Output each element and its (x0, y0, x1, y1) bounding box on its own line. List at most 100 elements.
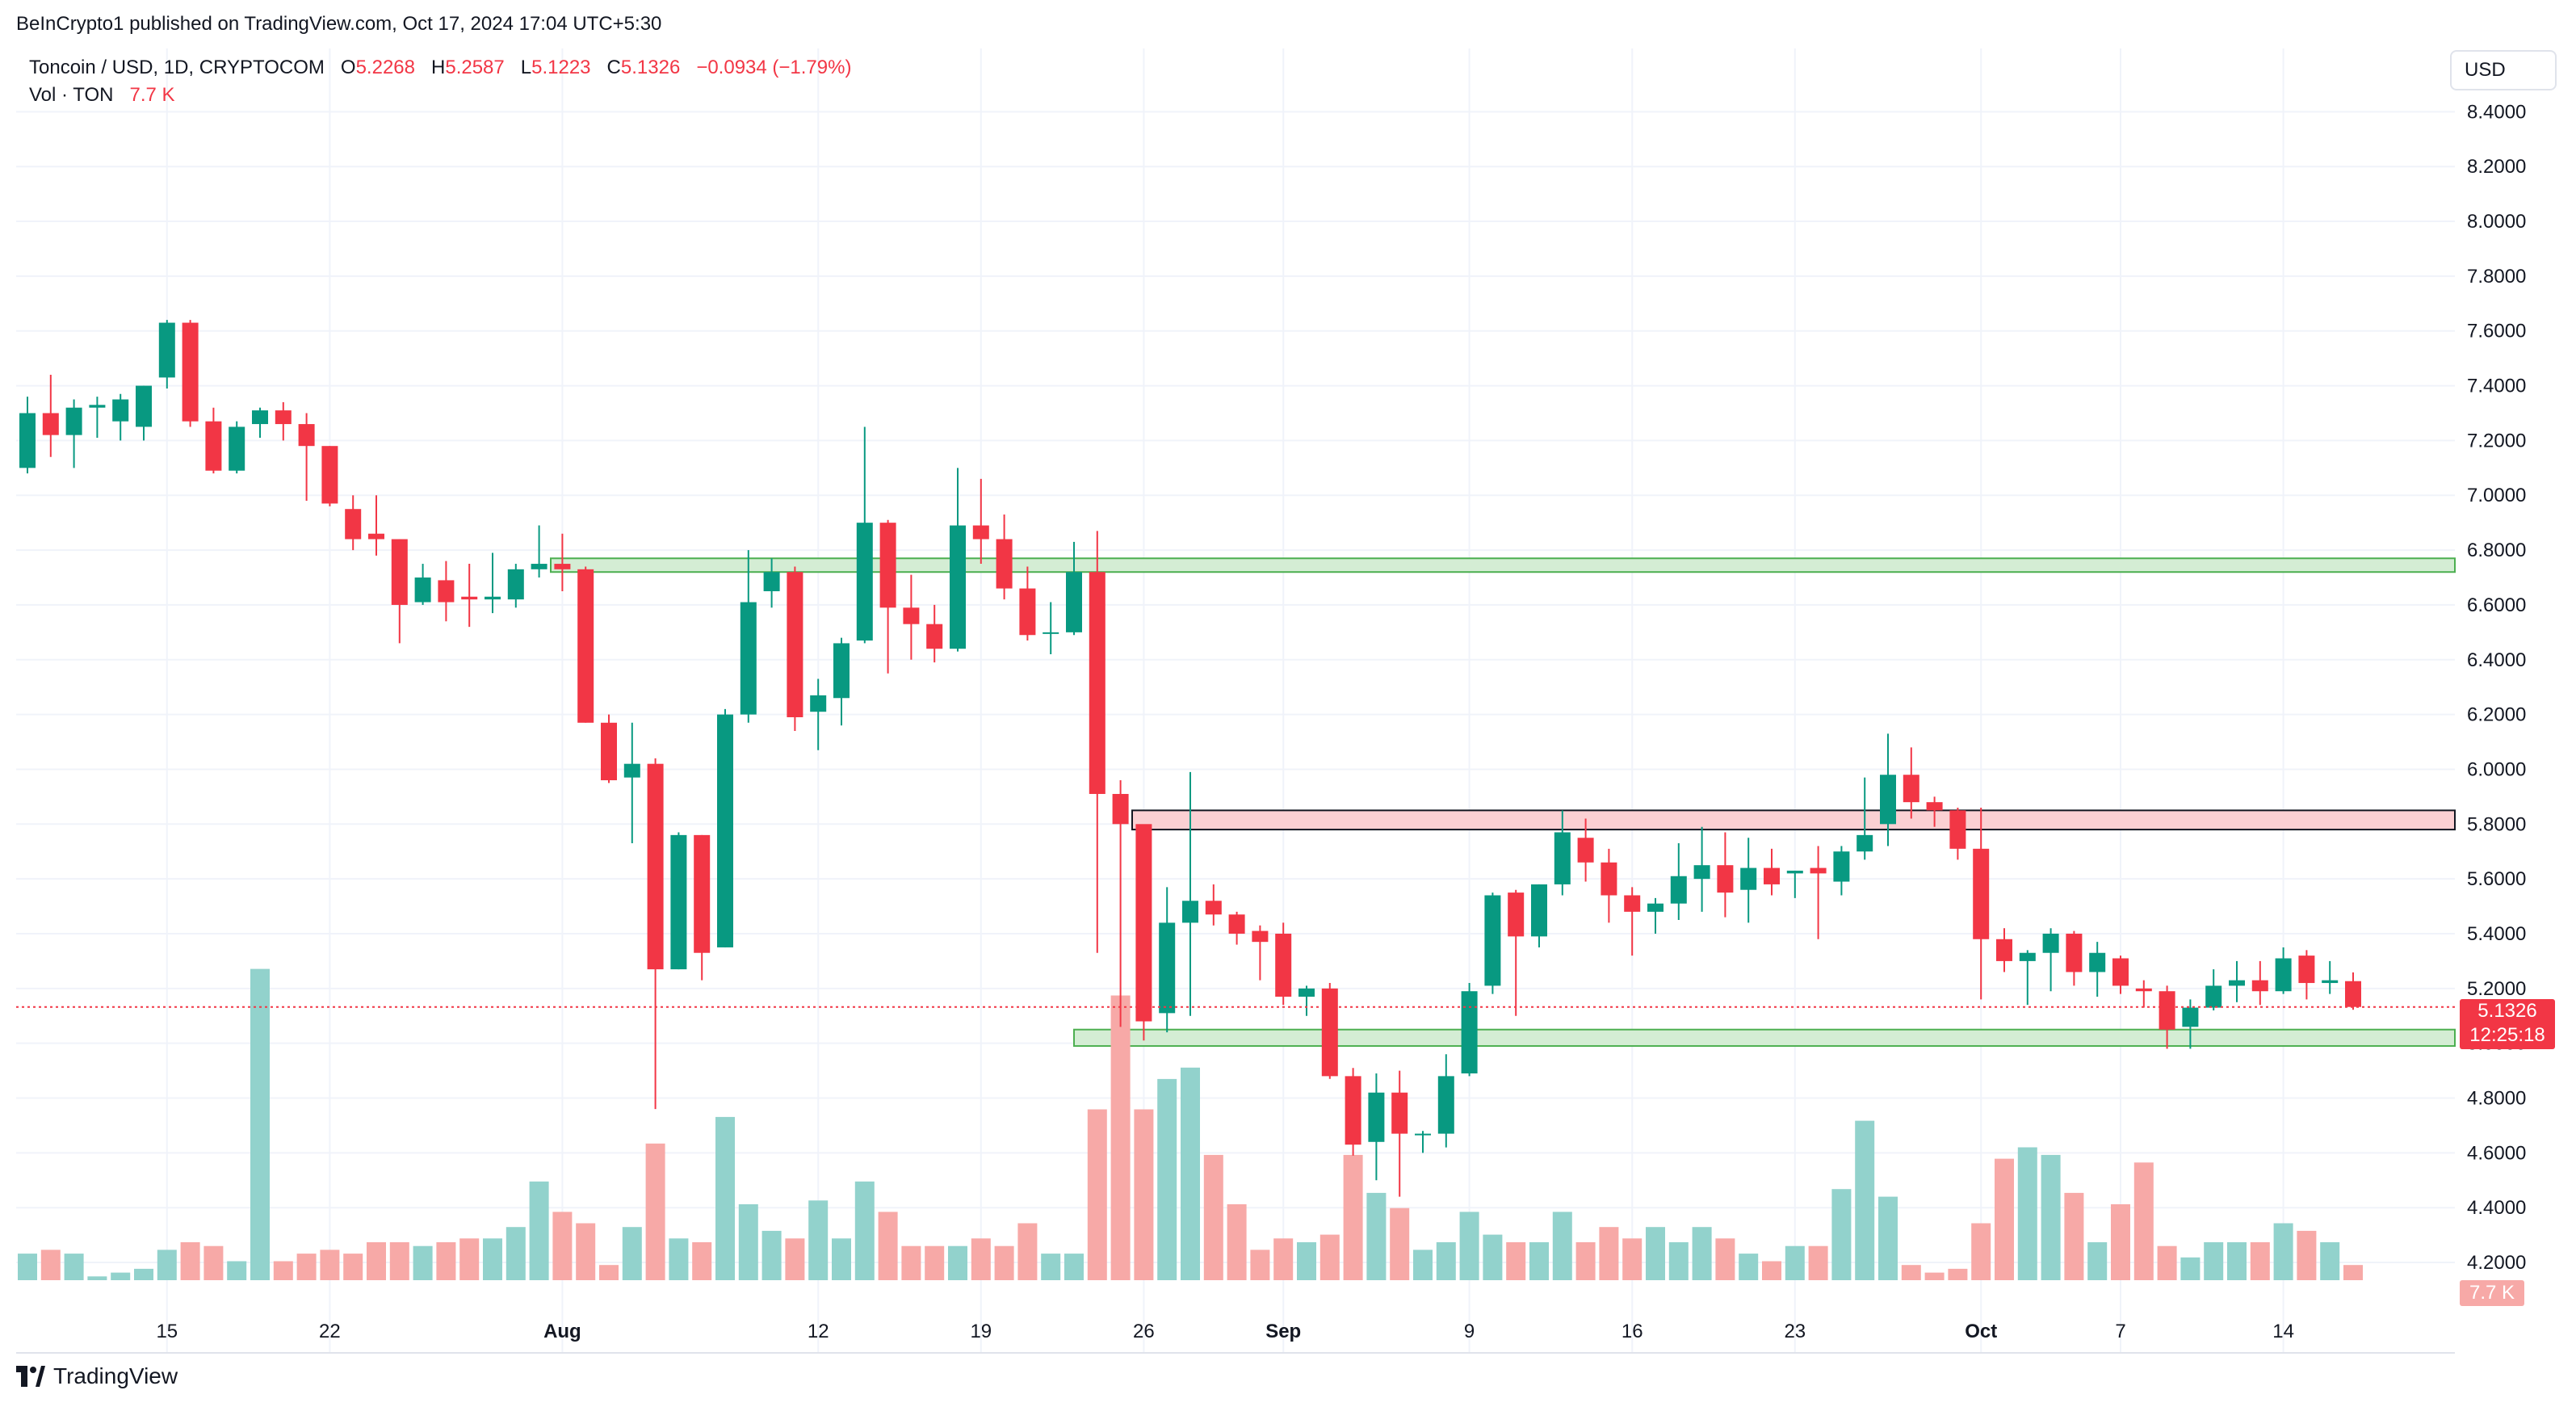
candle-body (531, 564, 548, 569)
volume-bar (948, 1245, 967, 1280)
volume-value: 7.7 K (129, 84, 175, 106)
volume-bar (2180, 1257, 2201, 1280)
candle-body (1833, 851, 1850, 882)
volume-bar (2133, 1162, 2154, 1280)
candle-body (926, 624, 943, 649)
candle-body (1391, 1092, 1408, 1134)
volume-bar (2227, 1242, 2247, 1280)
support-zone (550, 557, 2456, 573)
date-tick-label: Oct (1965, 1321, 1997, 1342)
candle-countdown: 12:25:18 (2469, 1024, 2545, 1046)
price-tick-label: 7.0000 (2467, 485, 2526, 506)
time-axis[interactable]: 15 22 Aug 12 19 26 Sep 9 16 23 Oct 7 14 (156, 1321, 2294, 1342)
date-tick-label: 14 (2272, 1321, 2294, 1342)
candle-body (2229, 980, 2245, 986)
candle-body (182, 322, 199, 422)
volume-bar (1831, 1189, 1852, 1280)
candle-body (2182, 1007, 2199, 1027)
volume-bar (64, 1254, 84, 1280)
last-price-tag: 5.1326 12:25:18 (2460, 999, 2555, 1049)
price-tick-label: 7.2000 (2467, 430, 2526, 452)
volume-bar (854, 1181, 875, 1280)
price-tick-label: 5.8000 (2467, 813, 2526, 835)
volume-bar (1692, 1227, 1712, 1280)
candle-body (2322, 980, 2339, 984)
candle-body (2205, 985, 2222, 1008)
candle-body (1228, 914, 1245, 934)
price-tick-label: 8.4000 (2467, 101, 2526, 123)
candle-body (1670, 876, 1687, 904)
candle-body (996, 539, 1013, 589)
volume-bar (2273, 1223, 2293, 1280)
date-tick-label: Sep (1265, 1321, 1301, 1342)
candle-body (345, 509, 362, 540)
candle-body (1205, 901, 1222, 915)
volume-bar (1227, 1204, 1247, 1280)
volume-bar (1203, 1154, 1223, 1280)
candle-body (2298, 956, 2315, 984)
volume-bar (1529, 1242, 1549, 1280)
candle-body (2159, 991, 2175, 1030)
candle-body (1112, 793, 1129, 825)
volume-bar (180, 1242, 200, 1280)
volume-bar (1250, 1250, 1270, 1280)
candle-body (461, 596, 478, 600)
candle-body (1368, 1092, 1385, 1142)
volume-bar (2017, 1147, 2037, 1280)
date-tick-label: 15 (156, 1321, 178, 1342)
volume-bar (1110, 995, 1131, 1280)
brand-name: TradingView (53, 1363, 178, 1388)
volume-bar (925, 1245, 945, 1280)
volume-bar (40, 1250, 61, 1280)
candle-body (1926, 802, 1943, 811)
volume-bar (250, 968, 270, 1280)
candle-body (1880, 775, 1896, 825)
volume-bar (2343, 1265, 2363, 1280)
candle-body (65, 407, 82, 435)
candle-body (577, 569, 594, 723)
volume-bar (1715, 1238, 1735, 1280)
volume-bar (2204, 1242, 2224, 1280)
candle-body (1786, 870, 1803, 874)
tradingview-brand[interactable]: TradingView (16, 1363, 178, 1389)
candle-body (205, 421, 222, 471)
volume-bar (2064, 1192, 2084, 1280)
price-tick-label: 7.6000 (2467, 321, 2526, 342)
candle-body (1437, 1076, 1454, 1134)
volume-bar (413, 1245, 433, 1280)
volume-bar (1646, 1227, 1665, 1280)
candle-body (1717, 865, 1734, 893)
candle-body (136, 385, 152, 427)
candle-body (1275, 933, 1292, 998)
candlesticks (19, 320, 2361, 1197)
volume-bar (1855, 1120, 1875, 1280)
candle-body (368, 533, 384, 540)
price-tick-label: 7.4000 (2467, 376, 2526, 397)
volume-bar (1390, 1208, 1410, 1280)
candle-body (42, 413, 59, 435)
candle-body (694, 834, 711, 953)
grid-lines (16, 48, 2455, 1353)
volume-bar (645, 1143, 665, 1280)
candle-body (787, 572, 803, 718)
tradingview-logo-icon (16, 1366, 45, 1387)
volume-bar (692, 1242, 712, 1280)
candle-body (1345, 1076, 1361, 1145)
volume-bar (2111, 1204, 2130, 1280)
candle-body (158, 322, 175, 378)
volume-bar (1506, 1242, 1526, 1280)
volume-bar (785, 1238, 805, 1280)
candle-body (252, 410, 268, 425)
candle-body (1043, 632, 1059, 634)
candle-body (1019, 588, 1036, 636)
candle-body (763, 572, 780, 591)
currency-button[interactable]: USD (2450, 50, 2557, 90)
candle-body (1764, 867, 1780, 884)
high-label: H (431, 57, 446, 78)
candle-body (601, 722, 617, 781)
price-axis[interactable]: 4.20004.40004.60004.80005.00005.20005.40… (2467, 101, 2526, 1274)
candle-body (2019, 952, 2036, 961)
volume-bar (2250, 1242, 2270, 1280)
volume-bar (320, 1250, 340, 1280)
